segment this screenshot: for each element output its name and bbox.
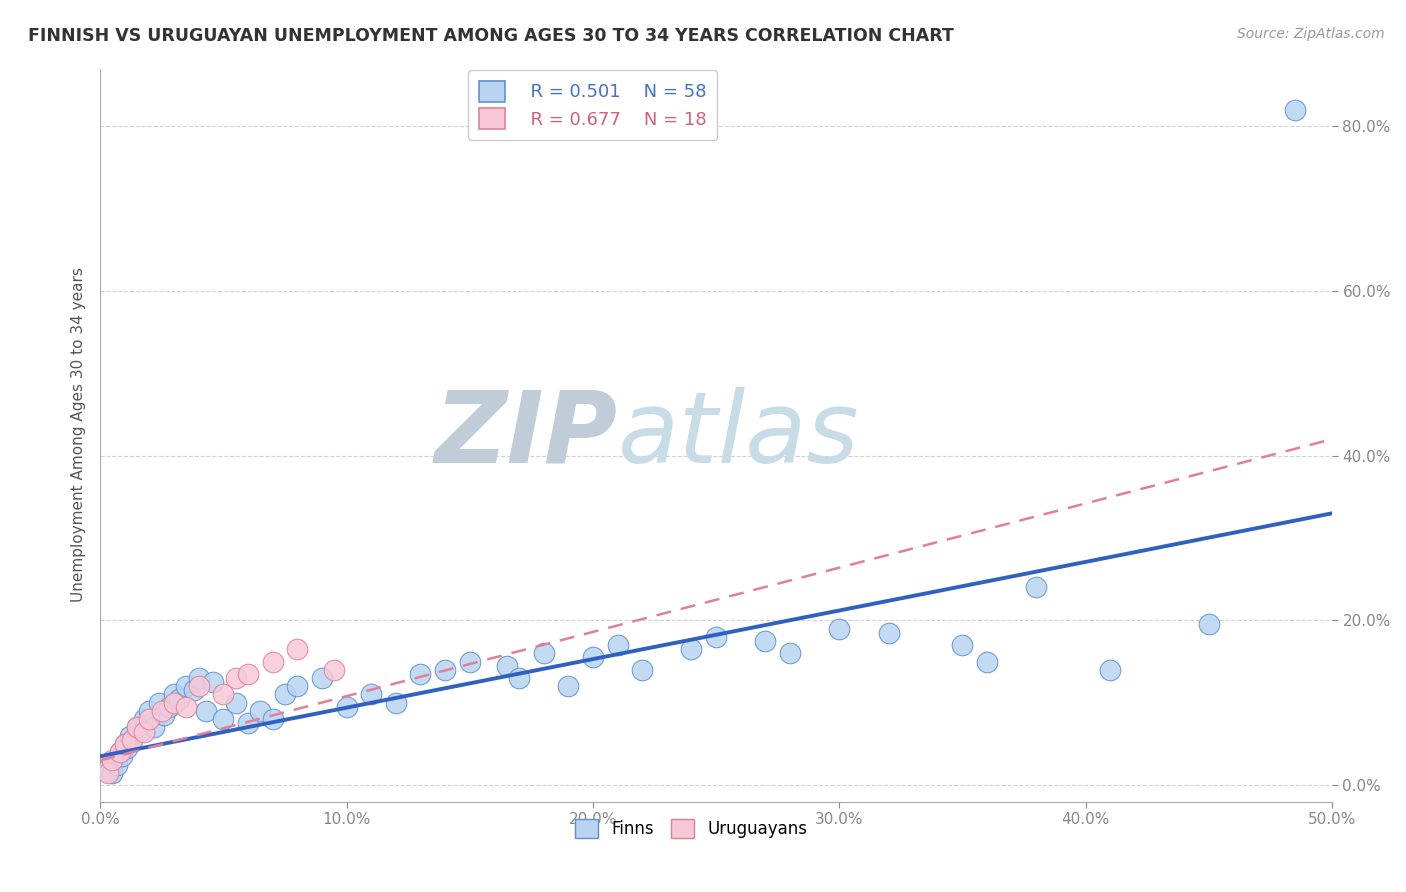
Point	[212, 688, 235, 702]
Point	[167, 691, 190, 706]
Point	[495, 658, 517, 673]
Point	[150, 704, 173, 718]
Point	[111, 749, 134, 764]
Point	[335, 699, 357, 714]
Point	[236, 716, 259, 731]
Point	[311, 671, 333, 685]
Point	[704, 630, 727, 644]
Point	[1198, 617, 1220, 632]
Point	[202, 675, 225, 690]
Point	[148, 696, 170, 710]
Point	[828, 622, 851, 636]
Point	[285, 642, 308, 657]
Point	[360, 688, 382, 702]
Point	[385, 696, 408, 710]
Point	[101, 753, 124, 767]
Point	[134, 724, 156, 739]
Point	[606, 638, 628, 652]
Text: ZIP: ZIP	[434, 386, 617, 483]
Point	[153, 708, 176, 723]
Point	[952, 638, 974, 652]
Point	[157, 699, 180, 714]
Point	[195, 704, 218, 718]
Point	[163, 696, 186, 710]
Point	[557, 679, 579, 693]
Point	[121, 732, 143, 747]
Point	[163, 688, 186, 702]
Y-axis label: Unemployment Among Ages 30 to 34 years: Unemployment Among Ages 30 to 34 years	[72, 268, 86, 602]
Point	[1284, 103, 1306, 117]
Point	[176, 699, 198, 714]
Point	[127, 721, 149, 735]
Point	[138, 704, 160, 718]
Point	[143, 721, 166, 735]
Point	[187, 671, 209, 685]
Point	[225, 671, 247, 685]
Point	[115, 741, 138, 756]
Point	[1099, 663, 1122, 677]
Point	[105, 757, 128, 772]
Point	[582, 650, 605, 665]
Point	[262, 655, 284, 669]
Point	[274, 688, 297, 702]
Point	[409, 667, 432, 681]
Point	[458, 655, 481, 669]
Point	[104, 753, 127, 767]
Point	[1025, 581, 1047, 595]
Point	[96, 762, 118, 776]
Point	[114, 737, 136, 751]
Point	[434, 663, 457, 677]
Point	[108, 745, 131, 759]
Point	[212, 712, 235, 726]
Point	[262, 712, 284, 726]
Point	[114, 737, 136, 751]
Point	[134, 712, 156, 726]
Point	[249, 704, 271, 718]
Point	[176, 679, 198, 693]
Point	[877, 625, 900, 640]
Point	[533, 646, 555, 660]
Text: atlas: atlas	[617, 386, 859, 483]
Point	[681, 642, 703, 657]
Text: Source: ZipAtlas.com: Source: ZipAtlas.com	[1237, 27, 1385, 41]
Point	[183, 683, 205, 698]
Point	[976, 655, 998, 669]
Point	[508, 671, 530, 685]
Point	[121, 732, 143, 747]
Point	[101, 765, 124, 780]
Point	[323, 663, 346, 677]
Text: FINNISH VS URUGUAYAN UNEMPLOYMENT AMONG AGES 30 TO 34 YEARS CORRELATION CHART: FINNISH VS URUGUAYAN UNEMPLOYMENT AMONG …	[28, 27, 955, 45]
Point	[128, 724, 150, 739]
Point	[754, 634, 776, 648]
Point	[187, 679, 209, 693]
Point	[127, 721, 149, 735]
Point	[118, 729, 141, 743]
Point	[779, 646, 801, 660]
Point	[225, 696, 247, 710]
Point	[108, 745, 131, 759]
Point	[96, 765, 118, 780]
Point	[236, 667, 259, 681]
Point	[138, 712, 160, 726]
Point	[285, 679, 308, 693]
Point	[631, 663, 654, 677]
Legend: Finns, Uruguayans: Finns, Uruguayans	[568, 812, 814, 845]
